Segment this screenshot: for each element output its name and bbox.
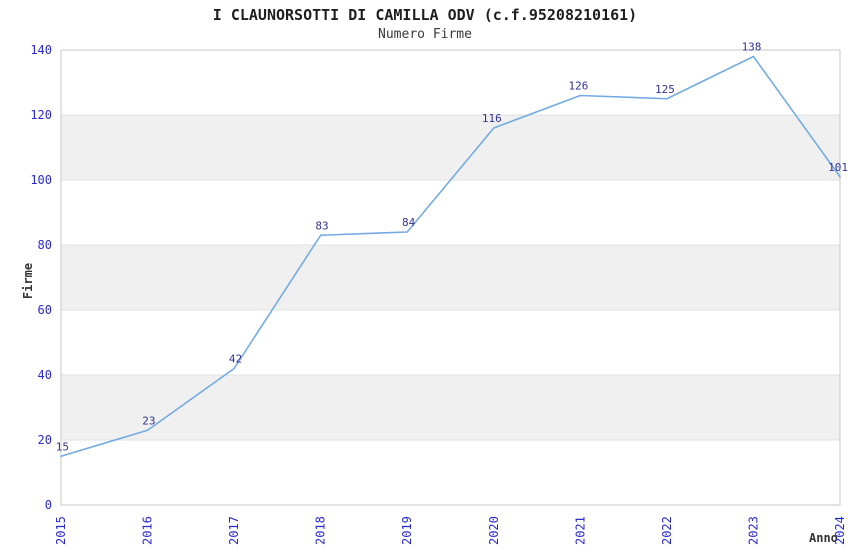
point-label: 125 <box>655 83 675 96</box>
y-tick-label: 140 <box>30 43 52 57</box>
x-axis-label: Anno <box>809 531 838 545</box>
x-tick-label: 2019 <box>400 516 414 545</box>
x-tick-label: 2021 <box>573 516 587 545</box>
point-label: 15 <box>56 440 69 453</box>
x-tick-label: 2020 <box>487 516 501 545</box>
point-label: 23 <box>142 414 155 427</box>
point-label: 101 <box>828 161 848 174</box>
point-label: 83 <box>315 219 328 232</box>
y-tick-label: 120 <box>30 108 52 122</box>
point-label: 126 <box>568 80 588 93</box>
point-label: 84 <box>402 216 416 229</box>
point-label: 116 <box>482 112 502 125</box>
x-tick-label: 2016 <box>141 516 155 545</box>
band <box>61 115 840 180</box>
x-tick-label: 2022 <box>660 516 674 545</box>
point-label: 42 <box>229 353 242 366</box>
y-tick-label: 60 <box>38 303 52 317</box>
x-tick-label: 2017 <box>227 516 241 545</box>
x-tick-label: 2024 <box>833 516 847 545</box>
data-line <box>60 55 841 458</box>
y-tick-label: 20 <box>38 433 52 447</box>
x-tick-label: 2023 <box>746 516 760 545</box>
y-tick-label: 0 <box>45 498 52 512</box>
plot-border <box>60 49 841 506</box>
chart-subtitle: Numero Firme <box>378 27 472 42</box>
band <box>61 375 840 440</box>
chart-title: I CLAUNORSOTTI DI CAMILLA ODV (c.f.95208… <box>212 6 638 24</box>
x-tick-label: 2018 <box>314 516 328 545</box>
point-label: 138 <box>742 41 762 54</box>
y-tick-label: 80 <box>38 238 52 252</box>
band <box>61 245 840 310</box>
y-tick-label: 40 <box>38 368 52 382</box>
x-tick-label: 2015 <box>54 516 68 545</box>
y-tick-label: 100 <box>30 173 52 187</box>
